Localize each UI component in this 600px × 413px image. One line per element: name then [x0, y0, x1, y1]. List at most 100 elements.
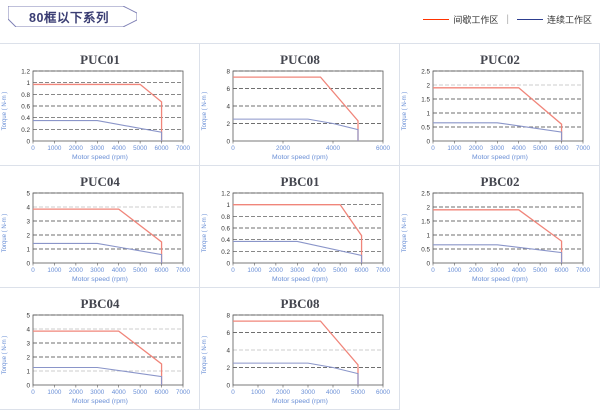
svg-text:2000: 2000 [69, 389, 84, 396]
svg-text:5: 5 [26, 191, 30, 198]
svg-text:2000: 2000 [69, 267, 84, 274]
svg-text:7000: 7000 [176, 267, 191, 274]
svg-text:2000: 2000 [276, 145, 291, 152]
svg-text:1: 1 [26, 80, 30, 87]
svg-text:0: 0 [226, 139, 230, 146]
svg-text:0: 0 [26, 139, 30, 146]
svg-text:5000: 5000 [351, 389, 366, 396]
svg-text:0: 0 [431, 267, 435, 274]
svg-text:6000: 6000 [155, 145, 170, 152]
svg-text:1000: 1000 [247, 267, 262, 274]
svg-text:4000: 4000 [326, 389, 341, 396]
svg-text:0: 0 [426, 139, 430, 146]
svg-text:0.4: 0.4 [221, 237, 230, 244]
svg-text:2.5: 2.5 [421, 69, 430, 76]
svg-text:4000: 4000 [512, 145, 527, 152]
svg-text:2: 2 [26, 233, 30, 240]
svg-text:1000: 1000 [47, 389, 62, 396]
svg-text:7000: 7000 [376, 267, 391, 274]
svg-text:3: 3 [26, 341, 30, 348]
svg-text:1.5: 1.5 [421, 219, 430, 226]
svg-text:5: 5 [26, 313, 30, 320]
svg-text:0: 0 [26, 383, 30, 390]
svg-text:1.5: 1.5 [421, 97, 430, 104]
svg-text:0: 0 [31, 145, 35, 152]
svg-text:5000: 5000 [333, 267, 348, 274]
svg-text:3000: 3000 [90, 267, 105, 274]
svg-text:6000: 6000 [555, 145, 570, 152]
svg-text:5000: 5000 [133, 267, 148, 274]
svg-text:6000: 6000 [376, 145, 391, 152]
svg-text:0: 0 [226, 383, 230, 390]
svg-text:3: 3 [26, 219, 30, 226]
svg-text:4: 4 [26, 205, 30, 212]
svg-text:0.2: 0.2 [21, 127, 30, 134]
svg-text:7000: 7000 [176, 389, 191, 396]
svg-text:2000: 2000 [69, 145, 84, 152]
svg-text:5000: 5000 [533, 267, 548, 274]
svg-text:2000: 2000 [469, 267, 484, 274]
svg-text:0: 0 [231, 267, 235, 274]
svg-text:5000: 5000 [133, 145, 148, 152]
svg-text:7000: 7000 [576, 267, 591, 274]
svg-text:1.2: 1.2 [221, 191, 230, 198]
svg-text:0: 0 [26, 261, 30, 268]
svg-text:3000: 3000 [490, 267, 505, 274]
svg-text:2: 2 [226, 365, 230, 372]
svg-text:7000: 7000 [576, 145, 591, 152]
svg-text:1000: 1000 [47, 267, 62, 274]
svg-text:1: 1 [426, 233, 430, 240]
svg-text:4000: 4000 [512, 267, 527, 274]
svg-text:2: 2 [426, 83, 430, 90]
svg-text:0: 0 [31, 389, 35, 396]
svg-text:4: 4 [226, 104, 230, 111]
svg-text:2: 2 [226, 121, 230, 128]
svg-text:4000: 4000 [112, 267, 127, 274]
svg-text:0: 0 [226, 261, 230, 268]
svg-text:0: 0 [31, 267, 35, 274]
svg-text:6: 6 [226, 330, 230, 337]
svg-text:4: 4 [226, 348, 230, 355]
svg-text:1000: 1000 [47, 145, 62, 152]
svg-text:5000: 5000 [133, 389, 148, 396]
svg-text:0: 0 [426, 261, 430, 268]
svg-text:0.5: 0.5 [421, 247, 430, 254]
svg-text:0.6: 0.6 [21, 104, 30, 111]
svg-text:1000: 1000 [447, 145, 462, 152]
svg-text:3000: 3000 [90, 145, 105, 152]
svg-text:1: 1 [26, 369, 30, 376]
svg-text:8: 8 [226, 313, 230, 320]
svg-text:2000: 2000 [269, 267, 284, 274]
svg-text:2: 2 [26, 355, 30, 362]
svg-text:6000: 6000 [155, 267, 170, 274]
svg-text:3000: 3000 [90, 389, 105, 396]
svg-text:2000: 2000 [276, 389, 291, 396]
svg-text:0.8: 0.8 [221, 214, 230, 221]
svg-text:0: 0 [231, 389, 235, 396]
svg-text:2.5: 2.5 [421, 191, 430, 198]
svg-text:4000: 4000 [112, 389, 127, 396]
svg-text:0.2: 0.2 [221, 249, 230, 256]
svg-text:6: 6 [226, 86, 230, 93]
svg-text:2000: 2000 [469, 145, 484, 152]
svg-text:5000: 5000 [533, 145, 548, 152]
svg-text:4000: 4000 [112, 145, 127, 152]
svg-text:1: 1 [226, 202, 230, 209]
svg-text:4000: 4000 [312, 267, 327, 274]
svg-text:1.2: 1.2 [21, 69, 30, 76]
svg-text:0: 0 [431, 145, 435, 152]
svg-text:0.5: 0.5 [421, 125, 430, 132]
svg-text:1: 1 [426, 111, 430, 118]
svg-text:3000: 3000 [301, 389, 316, 396]
svg-text:4000: 4000 [326, 145, 341, 152]
svg-text:6000: 6000 [376, 389, 391, 396]
svg-text:1: 1 [26, 247, 30, 254]
svg-text:6000: 6000 [355, 267, 370, 274]
svg-text:1000: 1000 [251, 389, 266, 396]
svg-text:1000: 1000 [447, 267, 462, 274]
svg-text:6000: 6000 [155, 389, 170, 396]
svg-text:8: 8 [226, 69, 230, 76]
svg-text:0.4: 0.4 [21, 115, 30, 122]
svg-text:3000: 3000 [490, 145, 505, 152]
svg-text:0: 0 [231, 145, 235, 152]
